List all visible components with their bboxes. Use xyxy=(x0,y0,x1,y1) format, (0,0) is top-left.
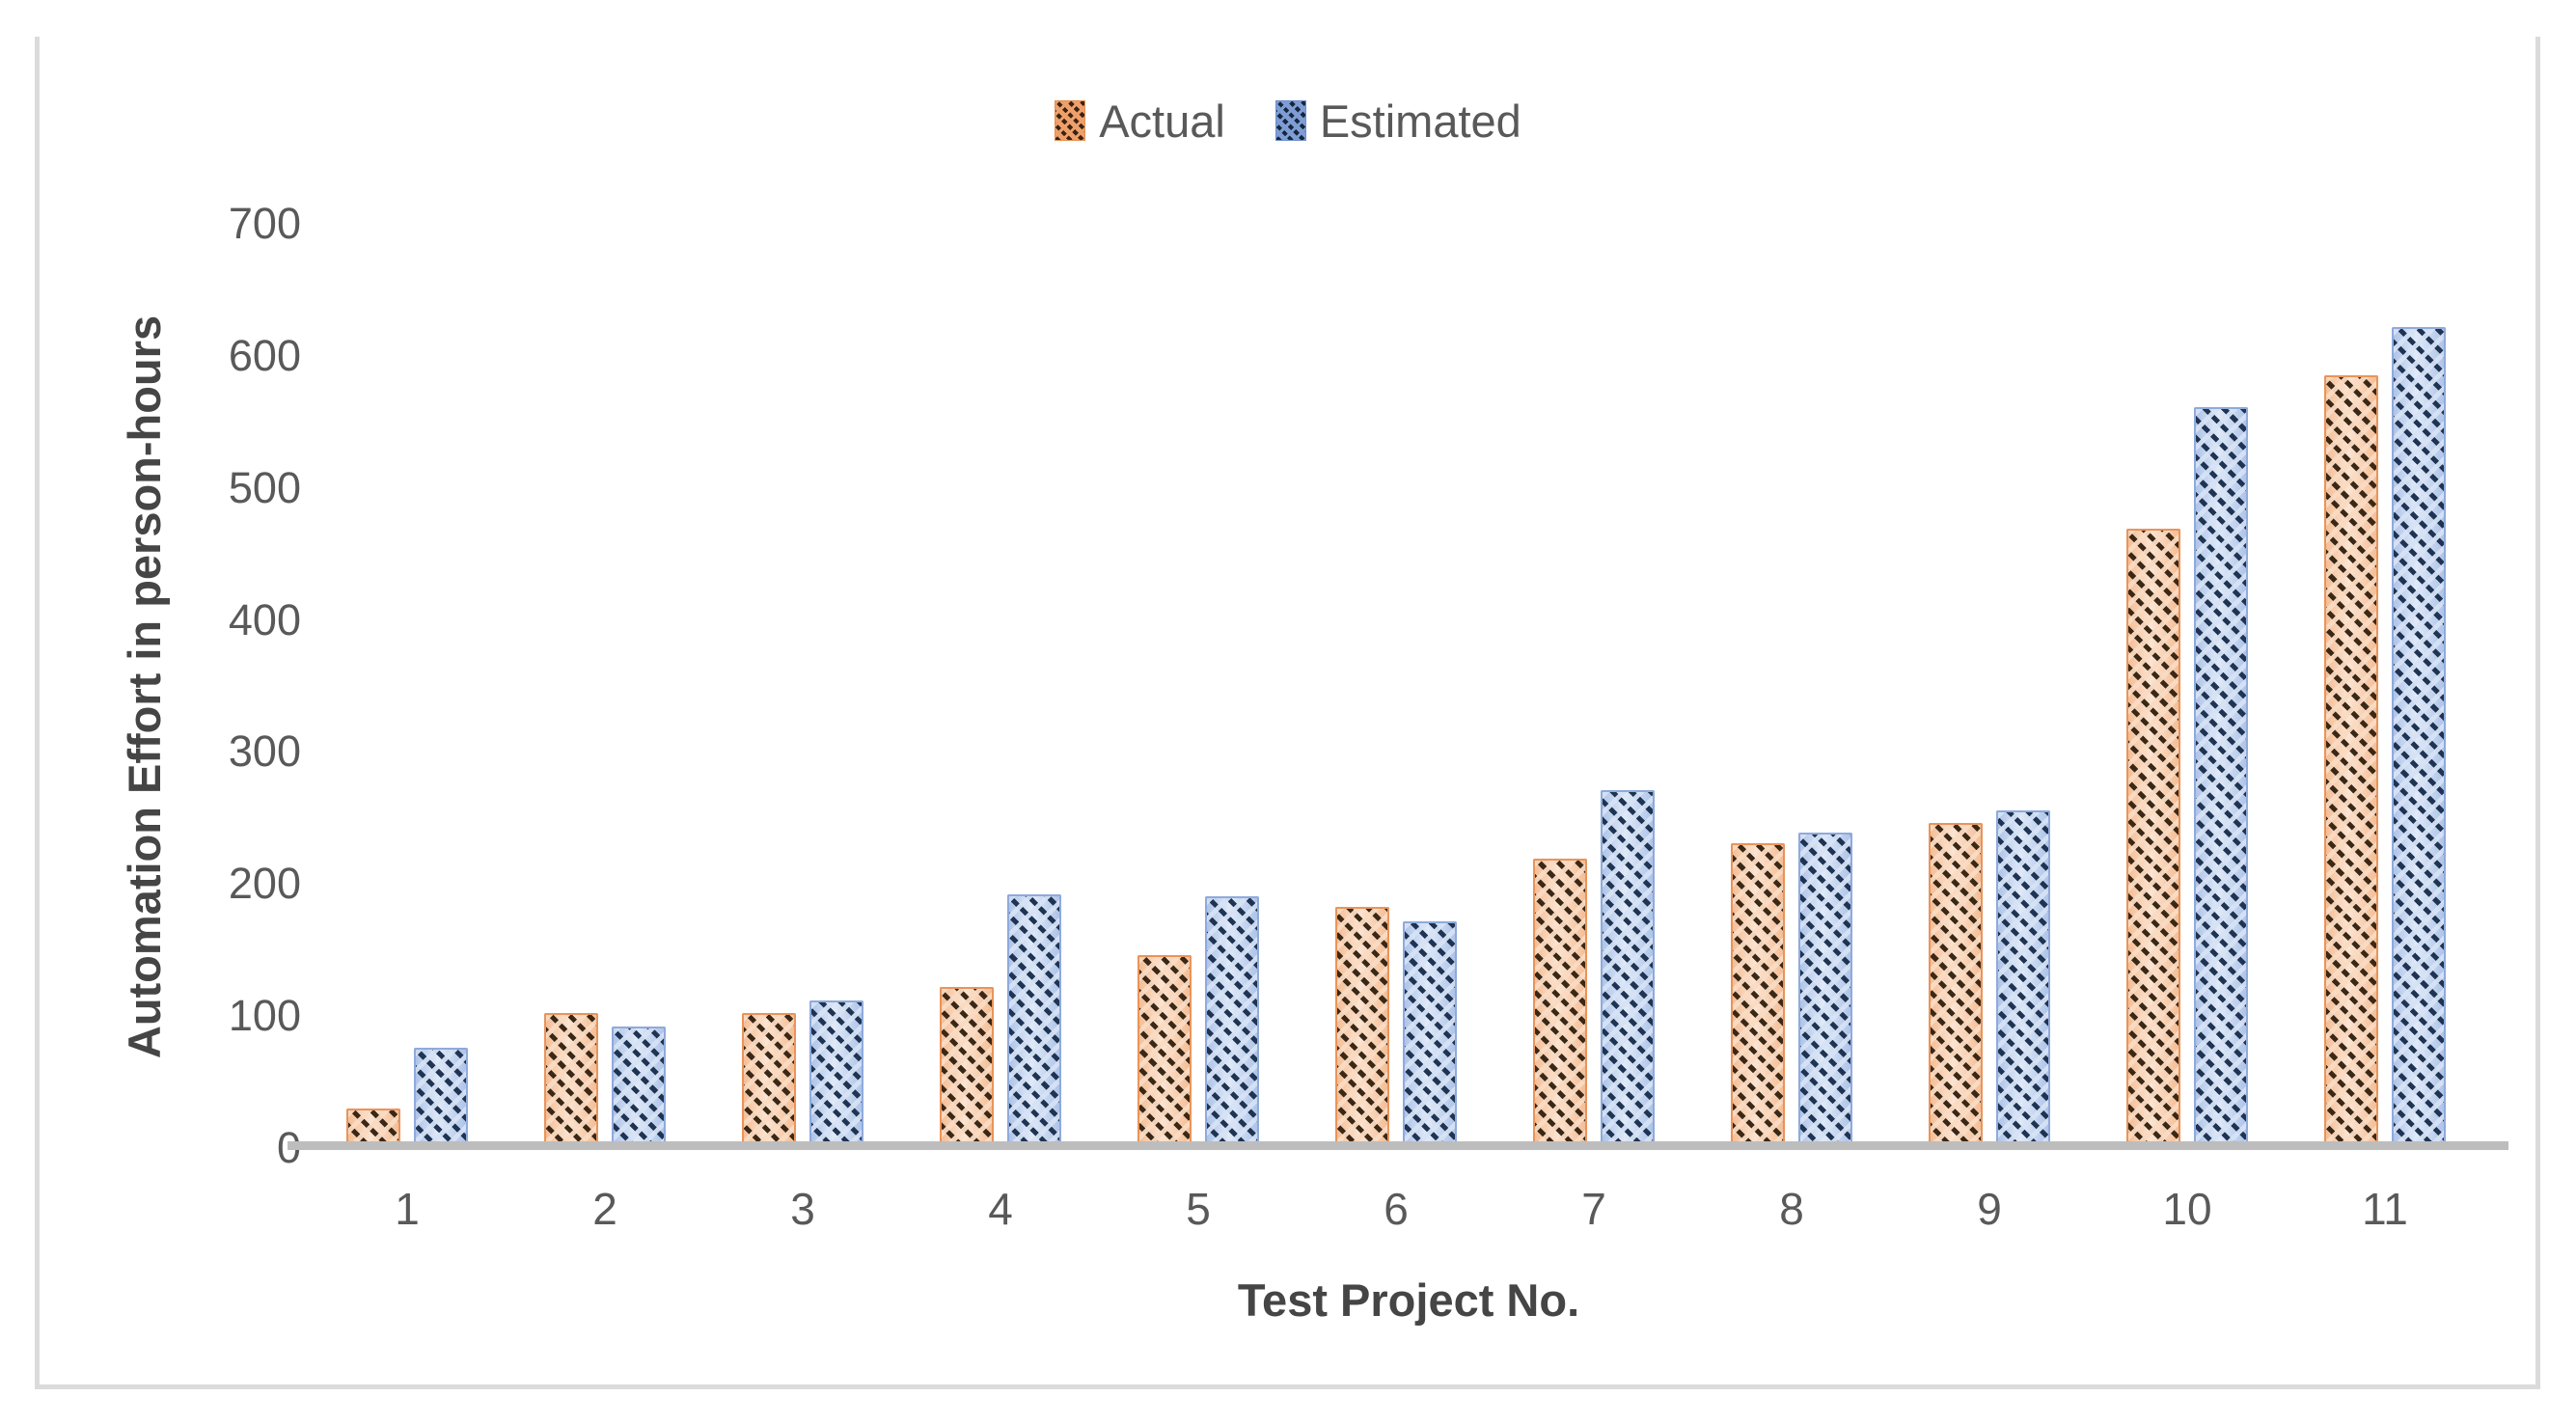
bar-actual-project-2 xyxy=(544,1013,598,1148)
x-tick-label-10: 10 xyxy=(2162,1184,2212,1234)
y-tick-label-400: 400 xyxy=(228,595,301,644)
bar-actual-project-11 xyxy=(2324,375,2378,1148)
bar-actual-project-8 xyxy=(1731,843,1785,1148)
bar-estimated-project-8 xyxy=(1798,833,1852,1148)
y-tick-label-100: 100 xyxy=(228,991,301,1040)
x-tick-label-8: 8 xyxy=(1779,1184,1804,1234)
legend-item-estimated: Estimated xyxy=(1274,96,1521,147)
bar-estimated-project-1 xyxy=(414,1048,468,1148)
actual-series-swatch-icon xyxy=(1055,99,1086,141)
bar-actual-project-9 xyxy=(1929,823,1983,1148)
y-tick-label-700: 700 xyxy=(228,199,301,248)
x-tick-label-7: 7 xyxy=(1581,1184,1606,1234)
bar-actual-project-5 xyxy=(1137,955,1192,1148)
x-axis-title: Test Project No. xyxy=(1237,1274,1580,1326)
x-tick-label-2: 2 xyxy=(592,1184,617,1234)
bar-estimated-project-5 xyxy=(1205,896,1259,1148)
bar-estimated-project-4 xyxy=(1007,894,1061,1148)
y-tick-label-0: 0 xyxy=(89,1124,301,1172)
figure-border xyxy=(35,37,2540,1389)
bar-actual-project-10 xyxy=(2126,529,2180,1148)
bar-actual-project-7 xyxy=(1533,859,1587,1148)
x-tick-label-9: 9 xyxy=(1977,1184,2002,1234)
x-tick-label-5: 5 xyxy=(1186,1184,1211,1234)
x-axis-line xyxy=(288,1141,2508,1150)
legend-label-actual: Actual xyxy=(1099,96,1225,147)
x-tick-label-3: 3 xyxy=(790,1184,815,1234)
bar-estimated-project-3 xyxy=(809,1000,863,1148)
bar-estimated-project-7 xyxy=(1601,790,1655,1148)
y-tick-label-500: 500 xyxy=(228,463,301,512)
bar-actual-project-3 xyxy=(742,1013,796,1148)
bar-estimated-project-11 xyxy=(2392,327,2446,1148)
legend: Actual Estimated xyxy=(0,96,2576,144)
legend-label-estimated: Estimated xyxy=(1319,96,1521,147)
bar-estimated-project-9 xyxy=(1996,810,2050,1148)
y-tick-label-600: 600 xyxy=(228,331,301,380)
bar-estimated-project-6 xyxy=(1403,921,1457,1148)
legend-item-actual: Actual xyxy=(1055,96,1225,144)
bar-actual-project-4 xyxy=(940,987,994,1148)
bar-estimated-project-2 xyxy=(612,1027,666,1148)
bar-actual-project-6 xyxy=(1335,907,1389,1148)
y-tick-label-200: 200 xyxy=(228,859,301,908)
x-tick-label-6: 6 xyxy=(1384,1184,1409,1234)
x-tick-label-11: 11 xyxy=(2362,1184,2408,1234)
bar-estimated-project-10 xyxy=(2194,407,2248,1148)
estimated-series-swatch-icon xyxy=(1274,99,1306,141)
y-tick-label-300: 300 xyxy=(228,726,301,776)
x-tick-label-4: 4 xyxy=(988,1184,1013,1234)
x-tick-label-1: 1 xyxy=(395,1184,420,1234)
